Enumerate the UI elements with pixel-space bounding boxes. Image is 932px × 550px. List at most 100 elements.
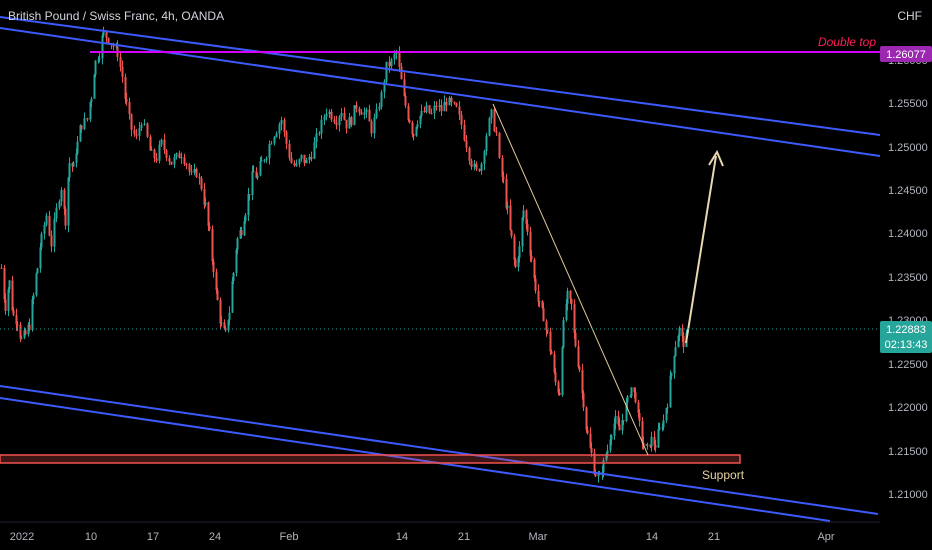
candle-body — [385, 61, 388, 82]
candle-body — [498, 133, 501, 158]
candle-body — [160, 139, 163, 145]
candle-body — [28, 324, 31, 331]
candle-body — [350, 117, 353, 126]
candle-body — [39, 247, 42, 269]
x-tick-label: 14 — [396, 531, 408, 543]
last-price-tag — [880, 321, 932, 353]
candle-body — [577, 346, 580, 367]
upper-channel-line-1 — [0, 16, 881, 136]
candle-body — [263, 159, 266, 161]
candle-body — [658, 427, 661, 430]
candle-body — [340, 112, 343, 117]
candle-body — [35, 273, 38, 296]
candle-body — [605, 453, 608, 461]
candle-body — [76, 141, 79, 154]
candle-body — [183, 157, 186, 165]
currency-badge[interactable]: CHF — [897, 9, 922, 23]
candle-body — [363, 112, 366, 115]
candle-body — [450, 97, 453, 102]
candle-body — [517, 257, 520, 268]
candle-body — [228, 312, 231, 320]
candle-body — [135, 134, 138, 136]
y-tick-label: 1.21000 — [888, 489, 928, 501]
candle-body — [158, 144, 161, 161]
candle-body — [521, 217, 524, 247]
candle-body — [661, 427, 664, 429]
candle-body — [666, 407, 669, 409]
candle-body — [200, 178, 203, 190]
candle-body — [313, 142, 316, 159]
candle-body — [168, 157, 171, 162]
projection-arrow-head — [708, 149, 724, 167]
candle-body — [15, 314, 18, 325]
candle-body — [75, 153, 78, 163]
candle-body — [31, 299, 34, 331]
candle-body — [554, 372, 557, 383]
candle-body — [163, 139, 166, 151]
candle-body — [622, 420, 625, 422]
candle-body — [669, 375, 672, 408]
y-tick-label: 1.25500 — [888, 98, 928, 110]
candle-body — [300, 154, 303, 160]
candle-body — [585, 407, 588, 430]
candle-body — [538, 301, 541, 303]
candle-body — [589, 433, 592, 448]
candle-body — [438, 105, 441, 107]
candle-body — [188, 164, 191, 172]
candle-body — [72, 162, 75, 167]
candle-body — [407, 105, 410, 121]
candle-body — [674, 347, 677, 357]
candle-body — [411, 122, 414, 135]
candle-body — [60, 189, 63, 202]
candle-body — [219, 300, 222, 324]
candle-body — [478, 169, 481, 171]
candle-body — [107, 37, 110, 44]
candle-body — [212, 261, 215, 273]
candle-body — [390, 59, 393, 67]
candle-body — [378, 107, 381, 110]
candle-body — [63, 189, 66, 209]
y-tick-label: 1.24500 — [888, 185, 928, 197]
candle-body — [637, 402, 640, 413]
candle-body — [480, 163, 483, 171]
candle-body — [677, 335, 680, 348]
lower-channel-line-1 — [0, 385, 879, 515]
candle-body — [435, 105, 438, 107]
candle-body — [670, 373, 673, 376]
candle-body — [119, 56, 122, 67]
candle-body — [465, 140, 468, 148]
candle-body — [198, 176, 201, 179]
candle-body — [561, 347, 564, 395]
candle-body — [641, 420, 644, 443]
candle-body — [305, 160, 308, 164]
candle-body — [260, 160, 263, 162]
candle-body — [518, 246, 521, 258]
candle-body — [180, 157, 183, 159]
candle-body — [178, 153, 181, 159]
candle-body — [53, 218, 56, 247]
candle-body — [24, 330, 27, 335]
candle-body — [501, 157, 504, 177]
candle-body — [509, 205, 512, 230]
candle-body — [475, 163, 478, 170]
descending-trendline — [492, 103, 649, 456]
candle-body — [335, 122, 338, 126]
candle-body — [155, 157, 158, 161]
candle-body — [463, 124, 466, 141]
candle-body — [48, 215, 51, 236]
support-zone — [0, 454, 741, 464]
candle-body — [557, 382, 560, 393]
candle-body — [143, 123, 146, 125]
candle-body — [594, 474, 597, 477]
candle-body — [416, 124, 419, 127]
candle-body — [412, 134, 415, 136]
candle-body — [646, 444, 649, 446]
bar-countdown: 02:13:43 — [885, 339, 928, 351]
candle-body — [318, 133, 321, 135]
candle-body — [128, 101, 131, 114]
candle-body — [368, 109, 371, 122]
candle-body — [400, 66, 403, 80]
candle-body — [4, 299, 7, 311]
